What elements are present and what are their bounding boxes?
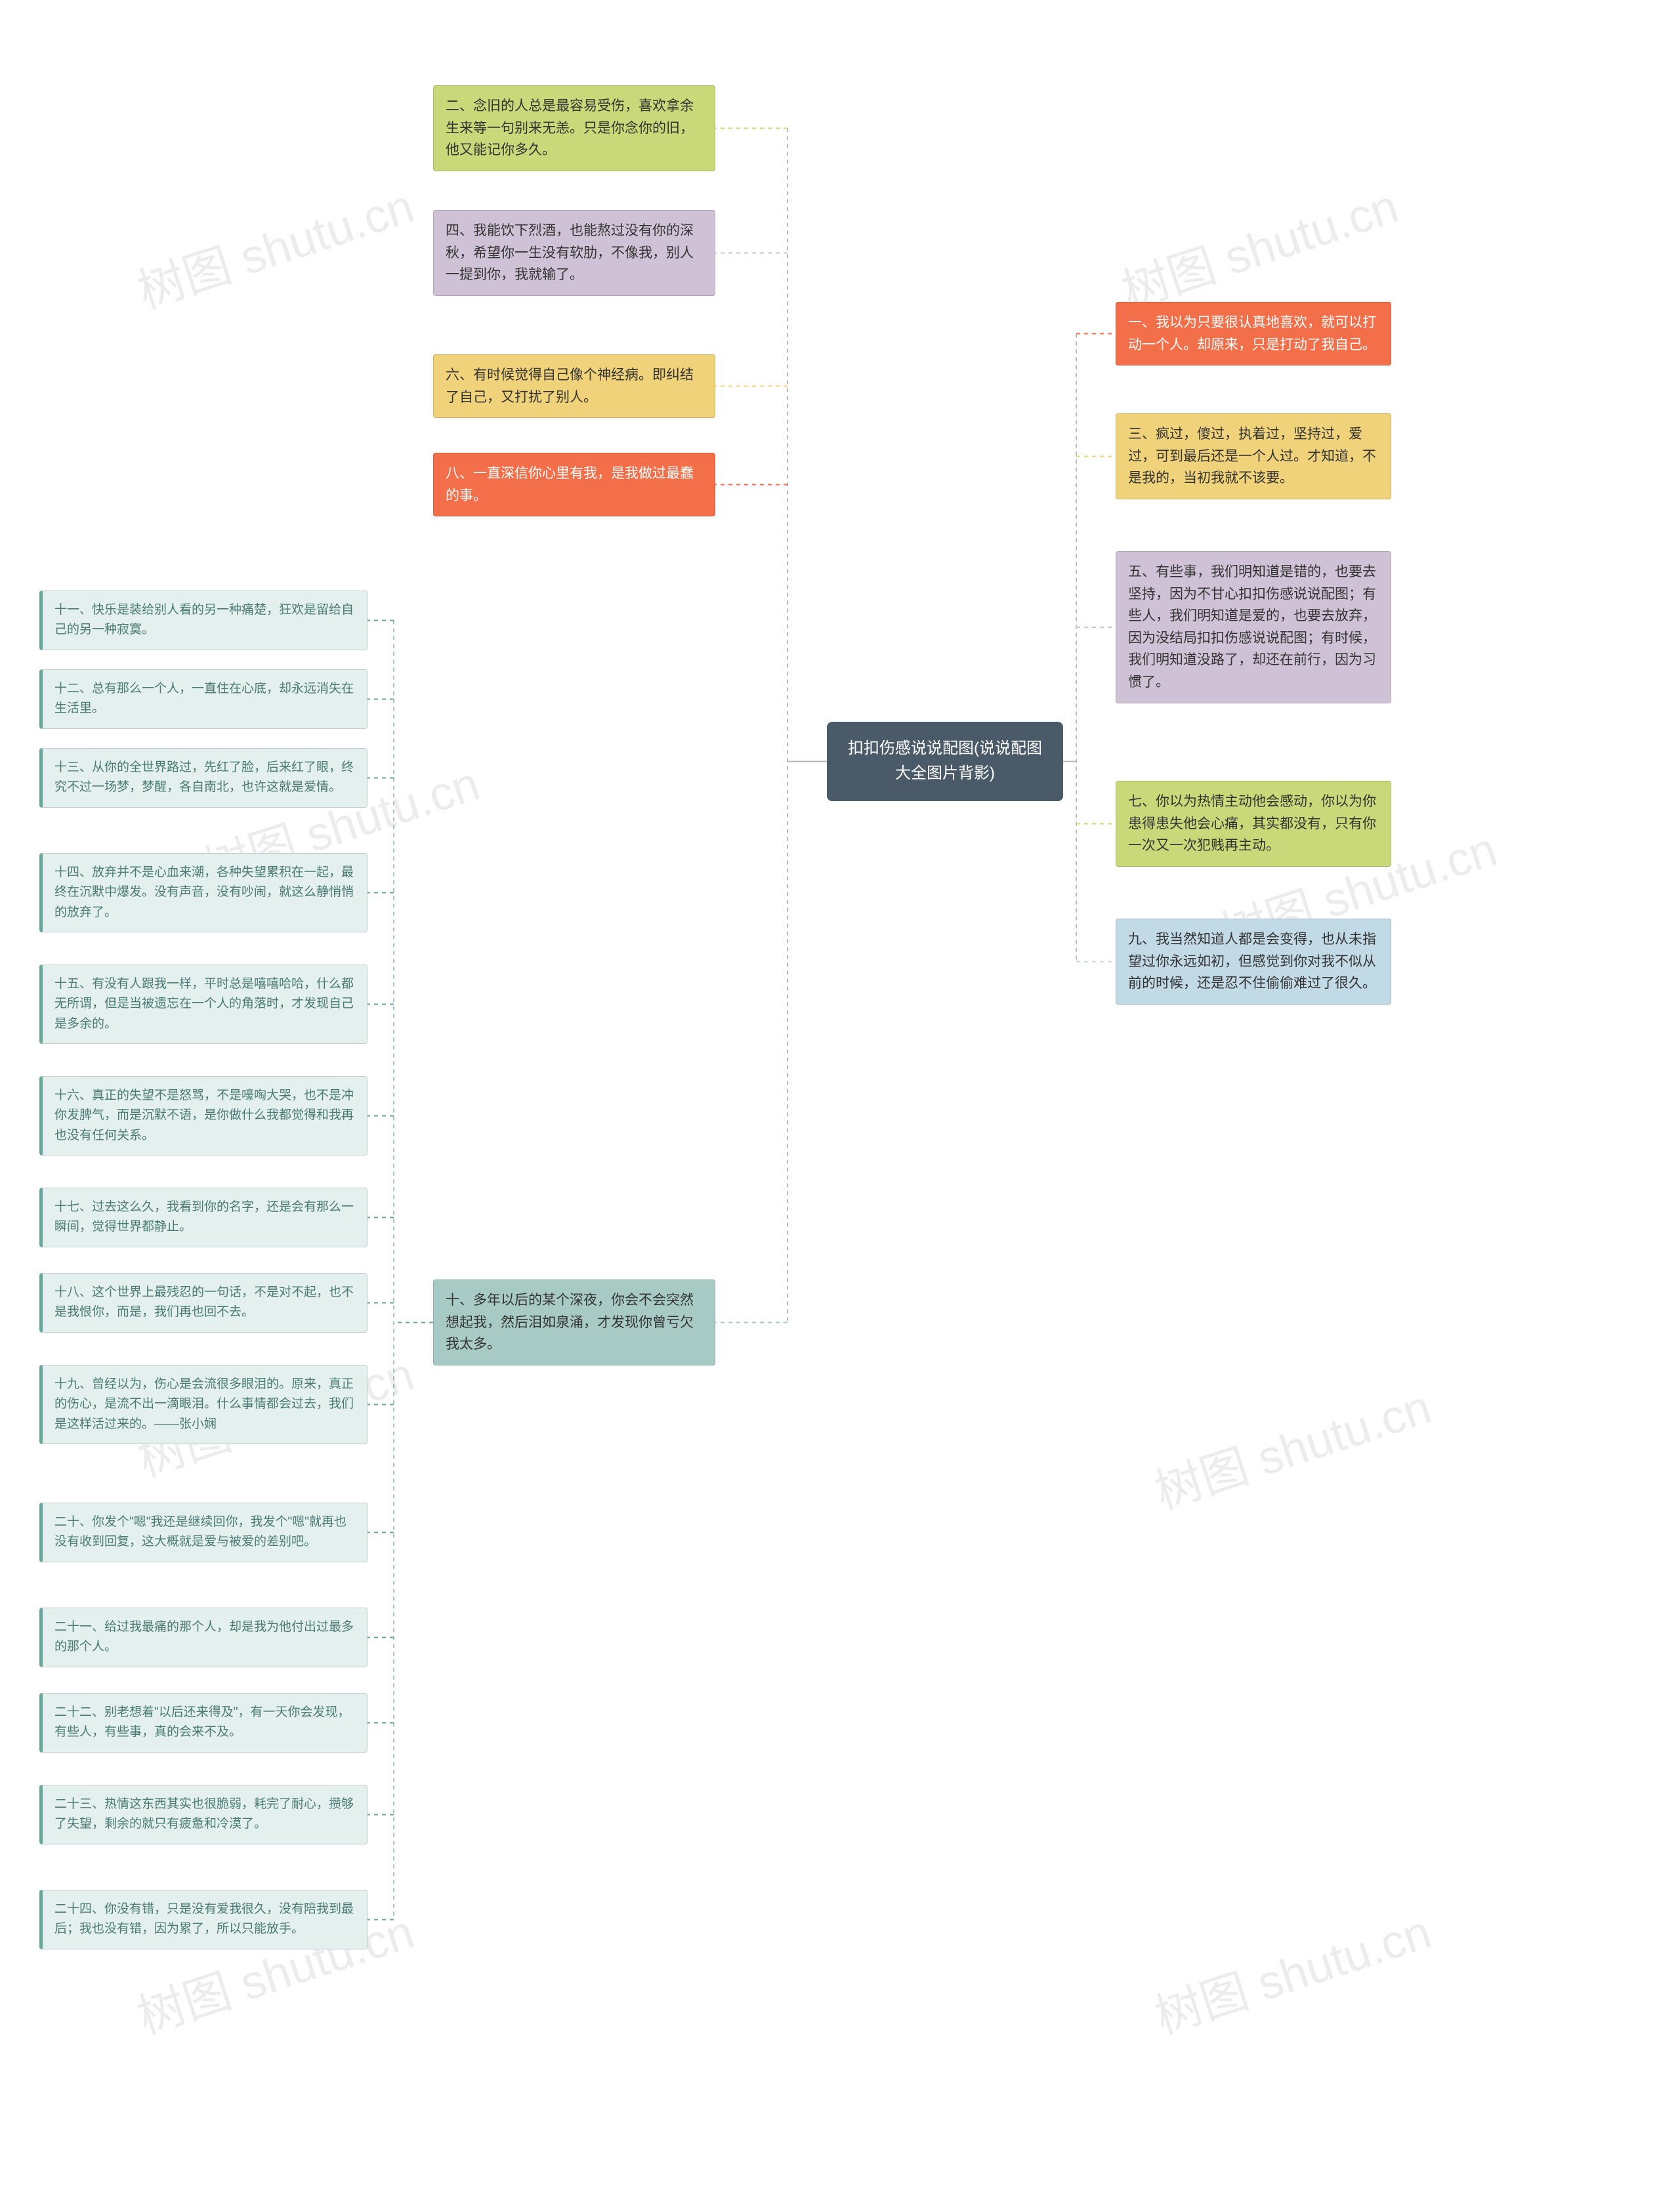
mindmap-node-l10[interactable]: 十、多年以后的某个深夜，你会不会突然想起我，然后泪如泉涌，才发现你曾亏欠我太多。 bbox=[433, 1280, 715, 1365]
mindmap-node-s17[interactable]: 十七、过去这么久，我看到你的名字，还是会有那么一瞬间，觉得世界都静止。 bbox=[39, 1188, 368, 1247]
mindmap-node-s24[interactable]: 二十四、你没有错，只是没有爱我很久，没有陪我到最后；我也没有错，因为累了，所以只… bbox=[39, 1890, 368, 1949]
mindmap-node-s23[interactable]: 二十三、热情这东西其实也很脆弱，耗完了耐心，攒够了失望，剩余的就只有疲惫和冷漠了… bbox=[39, 1785, 368, 1844]
mindmap-node-s21[interactable]: 二十一、给过我最痛的那个人，却是我为他付出过最多的那个人。 bbox=[39, 1608, 368, 1667]
mindmap-node-r9[interactable]: 九、我当然知道人都是会变得，也从未指望过你永远如初，但感觉到你对我不似从前的时候… bbox=[1116, 919, 1391, 1005]
mindmap-node-r5[interactable]: 五、有些事，我们明知道是错的，也要去坚持，因为不甘心扣扣伤感说说配图；有些人，我… bbox=[1116, 551, 1391, 703]
mindmap-node-l2[interactable]: 二、念旧的人总是最容易受伤，喜欢拿余生来等一句别来无恙。只是你念你的旧，他又能记… bbox=[433, 85, 715, 171]
mindmap-node-s18[interactable]: 十八、这个世界上最残忍的一句话，不是对不起，也不是我恨你，而是，我们再也回不去。 bbox=[39, 1273, 368, 1333]
mindmap-node-s11[interactable]: 十一、快乐是装给别人看的另一种痛楚，狂欢是留给自己的另一种寂寞。 bbox=[39, 591, 368, 650]
watermark: 树图 shutu.cn bbox=[127, 167, 421, 322]
mindmap-node-s12[interactable]: 十二、总有那么一个人，一直住在心底，却永远消失在生活里。 bbox=[39, 669, 368, 729]
mindmap-node-s20[interactable]: 二十、你发个"嗯"我还是继续回你，我发个"嗯"就再也没有收到回复，这大概就是爱与… bbox=[39, 1503, 368, 1562]
mindmap-node-s15[interactable]: 十五、有没有人跟我一样，平时总是嘻嘻哈哈，什么都无所谓，但是当被遗忘在一个人的角… bbox=[39, 965, 368, 1044]
center-node[interactable]: 扣扣伤感说说配图(说说配图大全图片背影) bbox=[827, 722, 1063, 801]
watermark: 树图 shutu.cn bbox=[1144, 1368, 1438, 1522]
mindmap-node-r3[interactable]: 三、疯过，傻过，执着过，坚持过，爱过，可到最后还是一个人过。才知道，不是我的，当… bbox=[1116, 413, 1391, 499]
mindmap-node-r1[interactable]: 一、我以为只要很认真地喜欢，就可以打动一个人。却原来，只是打动了我自己。 bbox=[1116, 302, 1391, 365]
mindmap-node-r7[interactable]: 七、你以为热情主动他会感动，你以为你患得患失他会心痛，其实都没有，只有你一次又一… bbox=[1116, 781, 1391, 867]
mindmap-node-l6[interactable]: 六、有时候觉得自己像个神经病。即纠结了自己，又打扰了别人。 bbox=[433, 354, 715, 418]
mindmap-node-s14[interactable]: 十四、放弃并不是心血来潮，各种失望累积在一起，最终在沉默中爆发。没有声音，没有吵… bbox=[39, 853, 368, 932]
mindmap-node-l4[interactable]: 四、我能饮下烈酒，也能熬过没有你的深秋，希望你一生没有软肋，不像我，别人一提到你… bbox=[433, 210, 715, 296]
mindmap-node-l8[interactable]: 八、一直深信你心里有我，是我做过最蠢的事。 bbox=[433, 453, 715, 516]
mindmap-node-s22[interactable]: 二十二、别老想着"以后还来得及"，有一天你会发现，有些人，有些事，真的会来不及。 bbox=[39, 1693, 368, 1753]
mindmap-node-s16[interactable]: 十六、真正的失望不是怒骂，不是嚎啕大哭，也不是冲你发脾气，而是沉默不语，是你做什… bbox=[39, 1076, 368, 1155]
mindmap-node-s13[interactable]: 十三、从你的全世界路过，先红了脸，后来红了眼，终究不过一场梦，梦醒，各自南北，也… bbox=[39, 748, 368, 808]
mindmap-node-s19[interactable]: 十九、曾经以为，伤心是会流很多眼泪的。原来，真正的伤心，是流不出一滴眼泪。什么事… bbox=[39, 1365, 368, 1444]
watermark: 树图 shutu.cn bbox=[1144, 1893, 1438, 2047]
mindmap-stage: 树图 shutu.cn 树图 shutu.cn 树图 shutu.cn 树图 shut… bbox=[0, 0, 1680, 2206]
watermark: 树图 shutu.cn bbox=[1112, 167, 1405, 322]
